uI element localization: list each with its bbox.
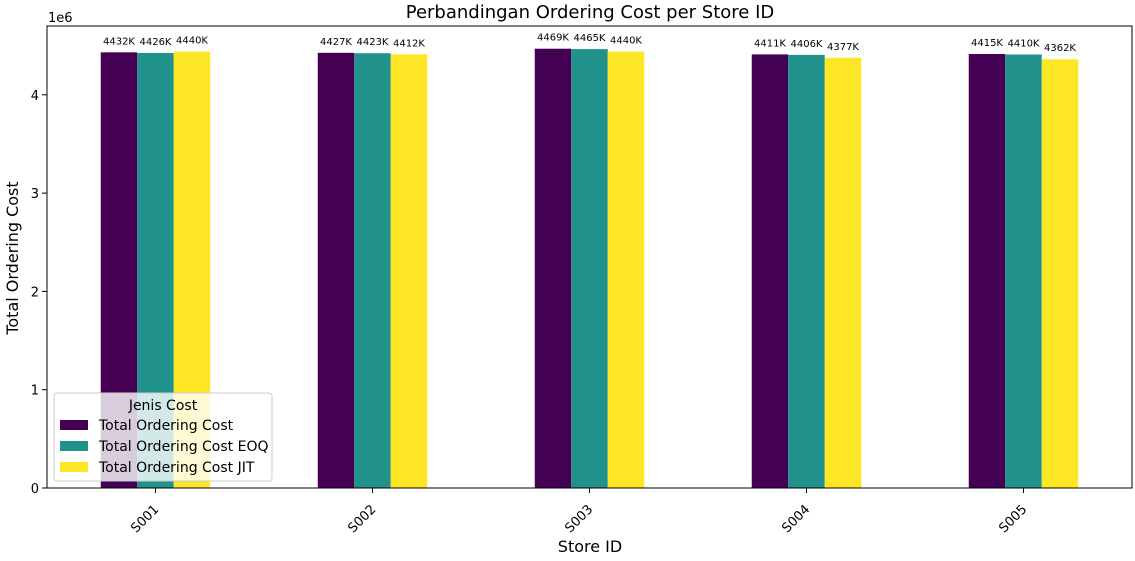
legend-swatch-series-2 bbox=[60, 441, 88, 451]
data-label-S002-series-2: 4423K bbox=[356, 37, 388, 48]
bar-S003-series-1 bbox=[534, 48, 572, 488]
y-axis-offset-text: 1e6 bbox=[48, 11, 73, 26]
x-tick-label-S002: S002 bbox=[345, 502, 379, 536]
bar-S003-series-2 bbox=[571, 49, 608, 488]
bar-S004-series-2 bbox=[788, 54, 825, 489]
legend: Jenis Cost Total Ordering Cost Total Order… bbox=[53, 392, 273, 482]
bar-S005-series-3 bbox=[1041, 59, 1079, 489]
y-tick-label: 4 bbox=[31, 89, 39, 104]
x-tick-label-S001: S001 bbox=[128, 502, 162, 536]
y-tick-label: 2 bbox=[31, 285, 39, 300]
data-label-S005-series-2: 4410K bbox=[1007, 39, 1039, 50]
legend-swatch-series-3 bbox=[60, 462, 88, 472]
y-axis-label: Total Ordering Cost bbox=[3, 181, 22, 335]
x-tick-label-S005: S005 bbox=[996, 502, 1030, 536]
data-labels-layer: 4432K 4426K 4440K 4427K 4423K 4412K 4469K 4465K… bbox=[103, 33, 1076, 55]
legend-label-series-2: Total Ordering Cost EOQ bbox=[98, 439, 269, 455]
data-label-S001-series-2: 4426K bbox=[139, 37, 171, 48]
data-label-S001-series-1: 4432K bbox=[103, 36, 135, 47]
data-label-S002-series-1: 4427K bbox=[320, 37, 352, 48]
data-label-S001-series-3: 4440K bbox=[176, 36, 208, 47]
legend-title: Jenis Cost bbox=[128, 398, 198, 414]
bar-S004-series-1 bbox=[751, 54, 789, 489]
data-label-S004-series-2: 4406K bbox=[790, 39, 822, 50]
data-label-S002-series-3: 4412K bbox=[393, 38, 425, 49]
bars-layer bbox=[100, 48, 1079, 489]
chart-title: Perbandingan Ordering Cost per Store ID bbox=[406, 2, 775, 23]
data-label-S003-series-3: 4440K bbox=[610, 36, 642, 47]
data-label-S003-series-2: 4465K bbox=[573, 33, 605, 44]
x-axis-label: Store ID bbox=[558, 537, 622, 556]
y-tick-label: 1 bbox=[31, 384, 39, 399]
legend-label-series-3: Total Ordering Cost JIT bbox=[98, 460, 255, 476]
bar-S002-series-2 bbox=[354, 53, 391, 488]
bar-S004-series-3 bbox=[824, 57, 862, 488]
bar-S003-series-3 bbox=[607, 51, 645, 489]
x-tick-label-S004: S004 bbox=[779, 502, 813, 536]
bar-S005-series-1 bbox=[968, 54, 1006, 488]
legend-label-series-1: Total Ordering Cost bbox=[98, 418, 234, 434]
data-label-S004-series-1: 4411K bbox=[754, 38, 786, 49]
legend-swatch-series-1 bbox=[60, 420, 88, 430]
data-label-S004-series-3: 4377K bbox=[827, 42, 859, 53]
x-tick-label-S003: S003 bbox=[562, 502, 596, 536]
bar-S005-series-2 bbox=[1005, 54, 1042, 489]
y-tick-label: 3 bbox=[31, 187, 39, 202]
legend-box bbox=[53, 392, 273, 482]
data-label-S005-series-3: 4362K bbox=[1044, 43, 1076, 54]
data-label-S005-series-1: 4415K bbox=[971, 38, 1003, 49]
bar-S002-series-3 bbox=[390, 54, 428, 489]
y-tick-label: 0 bbox=[31, 482, 39, 497]
bar-S002-series-1 bbox=[317, 52, 355, 488]
data-label-S003-series-1: 4469K bbox=[537, 33, 569, 44]
